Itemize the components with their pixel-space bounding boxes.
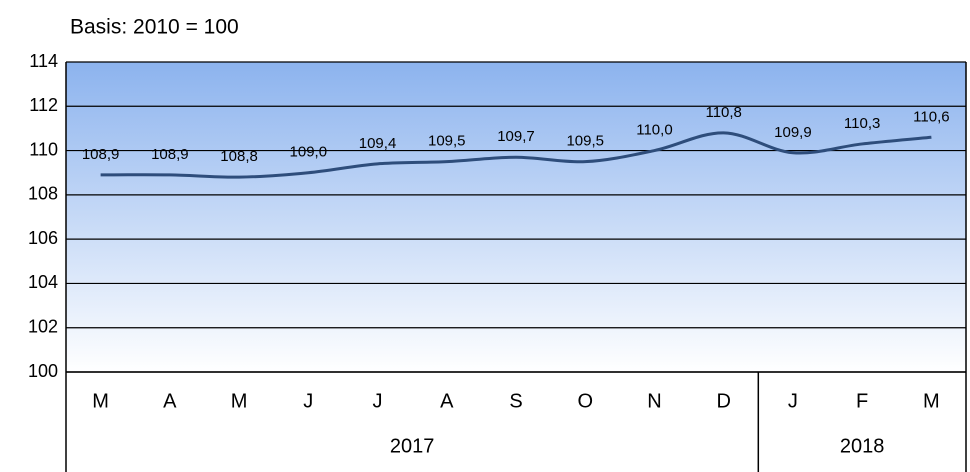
x-tick-label: A <box>440 390 454 412</box>
x-tick-label: O <box>577 390 593 412</box>
line <box>100 131 932 179</box>
x-tick-label: J <box>373 390 383 412</box>
data-label: 110,6 <box>913 108 949 125</box>
x-tick-label: J <box>303 390 313 412</box>
data-label: 108,9 <box>151 146 189 163</box>
data-label: 108,9 <box>82 146 120 163</box>
x-group-label: 2017 <box>390 435 435 457</box>
y-tick-label: 106 <box>28 228 58 248</box>
plot-background <box>66 62 966 372</box>
x-tick-label: F <box>856 390 868 412</box>
data-label: 110,8 <box>705 104 741 121</box>
y-tick-label: 102 <box>28 316 58 336</box>
y-tick-label: 108 <box>28 184 58 204</box>
x-tick-label: M <box>92 390 109 412</box>
data-label: 109,7 <box>497 128 535 145</box>
x-tick-label: N <box>647 390 661 412</box>
x-tick-label: M <box>923 390 940 412</box>
data-label: 108,8 <box>220 148 258 165</box>
data-label: 110,3 <box>844 115 880 132</box>
x-tick-label: M <box>231 390 248 412</box>
data-label: 109,5 <box>428 133 466 150</box>
data-label: 109,4 <box>359 135 397 152</box>
data-label: 109,5 <box>566 133 604 150</box>
y-tick-label: 100 <box>28 361 58 381</box>
x-tick-label: D <box>716 390 730 412</box>
data-label: 110,0 <box>636 122 672 139</box>
x-tick-label: S <box>509 390 522 412</box>
y-tick-label: 112 <box>29 95 58 115</box>
data-label: 109,9 <box>774 124 812 141</box>
y-tick-label: 110 <box>29 139 58 159</box>
chart-subtitle: Basis: 2010 = 100 <box>70 16 239 39</box>
data-label: 109,0 <box>290 144 328 161</box>
x-group-label: 2018 <box>840 435 885 457</box>
x-tick-label: A <box>163 390 177 412</box>
x-tick-label: J <box>788 390 798 412</box>
y-tick-label: 104 <box>28 272 58 292</box>
y-tick-label: 114 <box>29 51 58 71</box>
